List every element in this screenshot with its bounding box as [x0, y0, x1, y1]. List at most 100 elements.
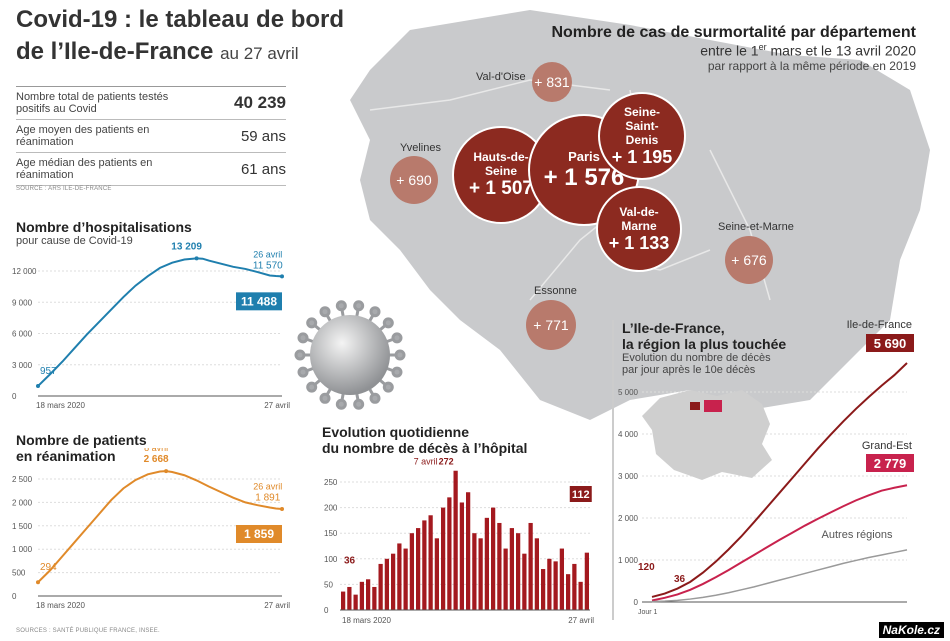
y-tick-label: 500 [12, 569, 26, 578]
virus-spike-tip [353, 300, 365, 312]
virus-spike-tip [335, 398, 347, 410]
virus-spike-tip [297, 332, 309, 344]
stats-row: Age moyen des patients en réanimation 59… [16, 120, 286, 153]
bar [403, 548, 408, 610]
bar [522, 553, 527, 610]
final-value-box [236, 524, 282, 543]
bar [384, 558, 389, 610]
stats-source: SOURCE : ARS ILE-DE-FRANCE [16, 186, 112, 192]
dept-value: + 1 507 [469, 178, 533, 199]
bar [353, 594, 358, 610]
virus-spike-tip [294, 349, 306, 361]
deaths-header: Evolution quotidienne du nombre de décès… [322, 424, 527, 456]
title-date: au 27 avril [220, 44, 299, 63]
bar [397, 543, 402, 610]
bar [359, 581, 364, 610]
map-subtitle2: par rapport à la même période en 2019 [707, 58, 916, 73]
stats-table: Nombre total de patients testés positifs… [16, 86, 286, 192]
stats-value: 40 239 [234, 93, 286, 112]
virus-spike-tip [391, 332, 403, 344]
dept-name: Val-de-Marne [619, 204, 659, 233]
france-inset-map [642, 390, 772, 480]
y-tick-label: 100 [324, 555, 338, 564]
virus-spike-tip [391, 366, 403, 378]
dept-name: Val-d'Oise [476, 71, 526, 83]
final-value-box [569, 486, 592, 502]
virus-spike-tip [319, 392, 331, 404]
y-tick-label: 0 [634, 598, 639, 607]
series-label: Ile-de-France [847, 320, 912, 331]
rea-chart: 0 500 1 000 1 500 2 000 2 500 18 mars 2020 27 a… [12, 448, 290, 610]
dept-name: Paris [568, 148, 600, 164]
y-tick-label: 250 [324, 478, 338, 487]
virus-spike-tip [382, 381, 394, 393]
bar [391, 553, 396, 610]
y-tick-label: 50 [324, 580, 333, 589]
bar [409, 533, 414, 610]
final-value-label: 5 690 [874, 336, 907, 351]
bar [478, 538, 483, 610]
watermark: NaKole.cz [878, 622, 944, 638]
dept-bubble: Hauts-de-Seine + 1 507 [452, 126, 550, 224]
bar [484, 517, 489, 610]
virus-spike-tip [382, 317, 394, 329]
y-tick-label: 150 [324, 529, 338, 538]
bar [422, 520, 427, 610]
y-tick-label: 6 000 [12, 330, 33, 339]
series-line [651, 549, 908, 603]
data-label: 26 avril [253, 482, 282, 492]
map-subtitle: entre le 1er mars et le 13 avril 2020 [700, 42, 916, 59]
x-tick-label: 18 mars 2020 [342, 616, 391, 625]
y-tick-label: 1 000 [12, 545, 33, 554]
region-chart: 0 1 000 2 000 3 000 4 000 5 000 Jour 1 Ile-de-F… [618, 320, 914, 616]
final-value-label: 1 859 [244, 527, 274, 541]
bar [447, 497, 452, 610]
bar [453, 470, 458, 610]
rea-title-line2: en réanimation [16, 448, 116, 464]
footer-source: SOURCES : SANTÉ PUBLIQUE FRANCE, INSEE. [16, 628, 160, 634]
hosp-header: Nombre d’hospitalisations pour cause de … [16, 219, 192, 247]
data-point [280, 274, 284, 279]
data-label: 11 570 [253, 260, 283, 271]
hosp-subtitle: pour cause de Covid-19 [16, 235, 133, 247]
divider [612, 320, 614, 620]
data-label: 957 [40, 366, 57, 377]
deaths-title-line2: du nombre de décès à l’hôpital [322, 440, 528, 456]
bar [553, 561, 558, 610]
y-tick-label: 9 000 [12, 298, 33, 307]
region-subtitle-line1: Evolution du nombre de décès [622, 352, 771, 364]
region-title-line1: L’Ile-de-France, [622, 320, 725, 336]
dept-name: Seine-et-Marne [718, 221, 794, 233]
bar [584, 552, 589, 610]
bar [416, 528, 421, 610]
x-tick-label: 27 avril [264, 601, 290, 610]
virus-spike-tip [353, 398, 365, 410]
virus-spike-tip [297, 366, 309, 378]
map-header: Nombre de cas de surmortalité par départ… [468, 24, 916, 73]
data-label: 120 [638, 562, 655, 573]
map-title: Nombre de cas de surmortalité par départ… [551, 24, 916, 41]
y-tick-label: 4 000 [618, 430, 639, 439]
series-label: Grand-Est [862, 440, 912, 452]
data-point [280, 506, 284, 511]
bar [572, 563, 577, 610]
data-label: 1 891 [255, 493, 280, 504]
final-value-box [236, 292, 282, 311]
page-title: Covid-19 : le tableau de bord de l’Ile-d… [16, 4, 344, 70]
dept-name: Yvelines [400, 142, 441, 154]
data-label: 272 [439, 457, 454, 467]
y-tick-label: 200 [324, 504, 338, 513]
bar [503, 548, 508, 610]
region-subtitle-line2: par jour après le 10e décès [622, 364, 756, 376]
dept-bubble: + 771 [526, 300, 576, 350]
region-highlight [690, 402, 700, 410]
dept-value: + 1 195 [611, 146, 673, 167]
x-tick-label: 18 mars 2020 [36, 601, 85, 610]
bar [459, 502, 464, 610]
final-value-label: 2 779 [874, 456, 907, 471]
data-label: 36 [674, 574, 686, 585]
data-label: 294 [40, 562, 57, 573]
final-value-label: 112 [572, 489, 590, 501]
rea-title-line1: Nombre de patients [16, 432, 147, 448]
dept-bubble: + 690 [390, 156, 438, 204]
